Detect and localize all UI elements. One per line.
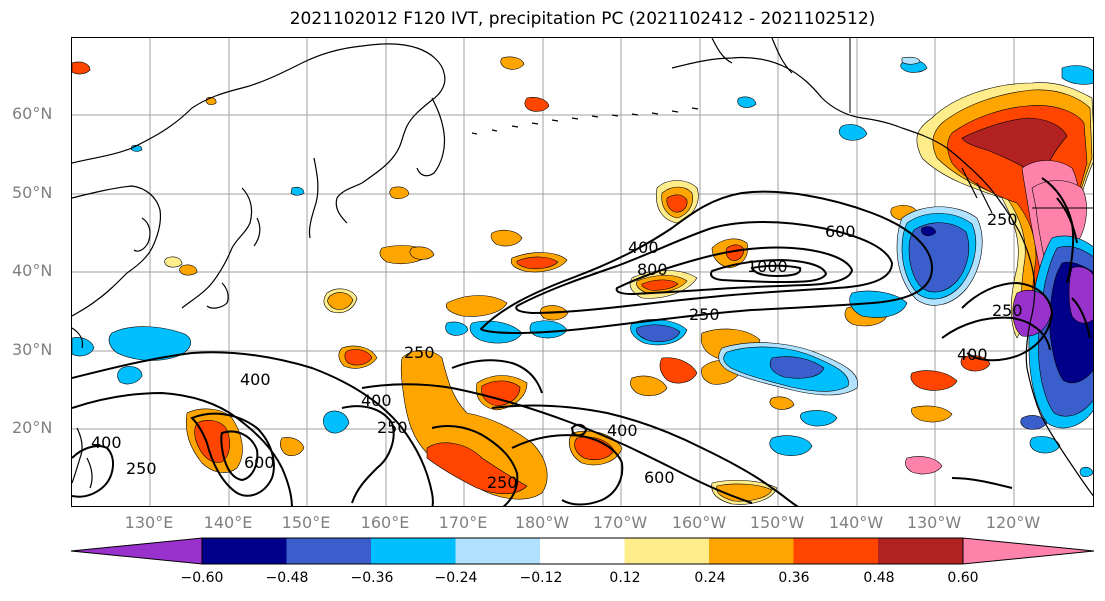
colorbar-segments: [202, 538, 964, 564]
colorbar: [70, 537, 1095, 565]
lat-label-50n: 50°N: [12, 183, 53, 202]
precip-negative-fills: [72, 56, 1093, 478]
colorbar-segment: [624, 538, 710, 564]
contour-label: 250: [487, 473, 518, 492]
contour-label: 400: [957, 345, 988, 364]
colorbar-segment: [202, 538, 288, 564]
colorbar-segment: [709, 538, 795, 564]
chart-title: 2021102012 F120 IVT, precipitation PC (2…: [289, 9, 876, 29]
contour-label: 400: [628, 238, 659, 257]
colorbar-segment: [286, 538, 372, 564]
colorbar-segment: [793, 538, 879, 564]
colorbar-tick: 0.12: [609, 570, 641, 586]
lat-label-60n: 60°N: [12, 104, 53, 123]
lon-label: 180°W: [514, 513, 570, 532]
contour-label: 800: [637, 260, 668, 279]
colorbar-segment: [540, 538, 626, 564]
lon-label: 120°W: [985, 513, 1041, 532]
coastlines: [72, 38, 1093, 497]
colorbar-tick: 0.24: [694, 570, 726, 586]
contour-label: 250: [689, 305, 720, 324]
colorbar-segment: [371, 538, 457, 564]
colorbar-tick: 0.60: [947, 570, 979, 586]
colorbar-tick: −0.12: [519, 570, 563, 586]
colorbar-outline: [201, 537, 964, 565]
lon-label: 170°E: [438, 513, 488, 532]
contour-label-group: 400 800 1000 600 250 250 400 400 250 400…: [91, 210, 1023, 492]
colorbar-tick: −0.48: [265, 570, 309, 586]
colorbar-segment: [878, 538, 964, 564]
contour-label: 400: [361, 391, 392, 410]
colorbar-extend-high: [962, 537, 1095, 565]
contour-label: 250: [377, 418, 408, 437]
ivt-contours: [72, 177, 1091, 506]
colorbar-tick: −0.60: [180, 570, 224, 586]
contour-label: 250: [992, 301, 1023, 320]
contour-label: 400: [240, 370, 271, 389]
lon-label: 160°W: [671, 513, 727, 532]
colorbar-tick: −0.36: [350, 570, 394, 586]
colorbar-tick: 0.36: [778, 570, 810, 586]
lon-label: 150°E: [281, 513, 331, 532]
lat-label-30n: 30°N: [12, 340, 53, 359]
contour-label: 600: [825, 222, 856, 241]
contour-label: 250: [404, 343, 435, 362]
colorbar-segment: [455, 538, 541, 564]
contour-label: 250: [987, 210, 1018, 229]
lon-label: 130°W: [906, 513, 962, 532]
lon-label: 170°W: [592, 513, 648, 532]
colorbar-tick: 0.48: [863, 570, 895, 586]
graticule: [72, 38, 1093, 506]
colorbar-tick: −0.24: [434, 570, 478, 586]
map-svg: 400 800 1000 600 250 250 400 400 250 400…: [72, 38, 1093, 506]
lon-label: 140°E: [203, 513, 253, 532]
contour-label: 1000: [747, 257, 788, 276]
lat-label-40n: 40°N: [12, 261, 53, 280]
contour-label: 600: [644, 468, 675, 487]
contour-label: 400: [607, 421, 638, 440]
colorbar-extend-low: [70, 537, 203, 565]
lon-label: 130°E: [124, 513, 174, 532]
contour-label: 250: [126, 459, 157, 478]
lon-label: 140°W: [828, 513, 884, 532]
contour-label: 600: [244, 453, 275, 472]
lon-label: 160°E: [360, 513, 410, 532]
map-panel: 400 800 1000 600 250 250 400 400 250 400…: [71, 37, 1094, 507]
lon-label: 150°W: [749, 513, 805, 532]
contour-label: 400: [91, 433, 122, 452]
lat-label-20n: 20°N: [12, 418, 53, 437]
